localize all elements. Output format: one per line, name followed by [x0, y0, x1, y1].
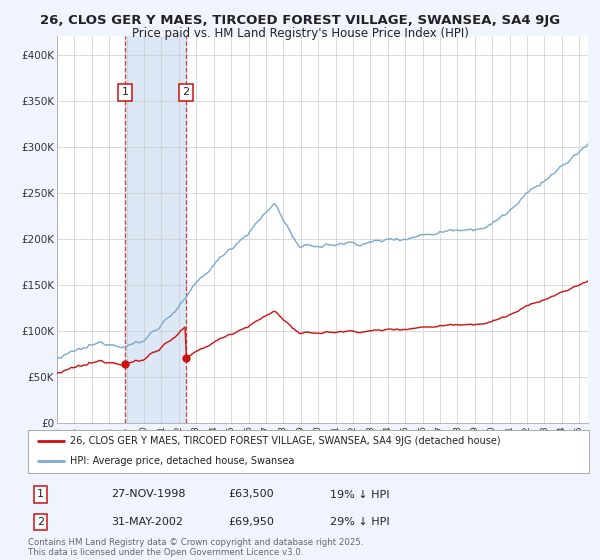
Text: 27-NOV-1998: 27-NOV-1998: [111, 489, 185, 500]
Text: Contains HM Land Registry data © Crown copyright and database right 2025.
This d: Contains HM Land Registry data © Crown c…: [28, 538, 364, 557]
Text: Price paid vs. HM Land Registry's House Price Index (HPI): Price paid vs. HM Land Registry's House …: [131, 27, 469, 40]
Text: 2: 2: [37, 517, 44, 527]
Text: 26, CLOS GER Y MAES, TIRCOED FOREST VILLAGE, SWANSEA, SA4 9JG (detached house): 26, CLOS GER Y MAES, TIRCOED FOREST VILL…: [70, 436, 501, 446]
Bar: [125, 36, 186, 423]
Text: £69,950: £69,950: [228, 517, 274, 527]
Text: 1: 1: [37, 489, 44, 500]
Text: 1: 1: [122, 87, 128, 97]
Text: £63,500: £63,500: [228, 489, 274, 500]
Text: HPI: Average price, detached house, Swansea: HPI: Average price, detached house, Swan…: [70, 456, 295, 466]
Text: 26, CLOS GER Y MAES, TIRCOED FOREST VILLAGE, SWANSEA, SA4 9JG: 26, CLOS GER Y MAES, TIRCOED FOREST VILL…: [40, 14, 560, 27]
Text: 19% ↓ HPI: 19% ↓ HPI: [330, 489, 389, 500]
Text: 29% ↓ HPI: 29% ↓ HPI: [330, 517, 389, 527]
Text: 2: 2: [182, 87, 190, 97]
Text: 31-MAY-2002: 31-MAY-2002: [111, 517, 183, 527]
